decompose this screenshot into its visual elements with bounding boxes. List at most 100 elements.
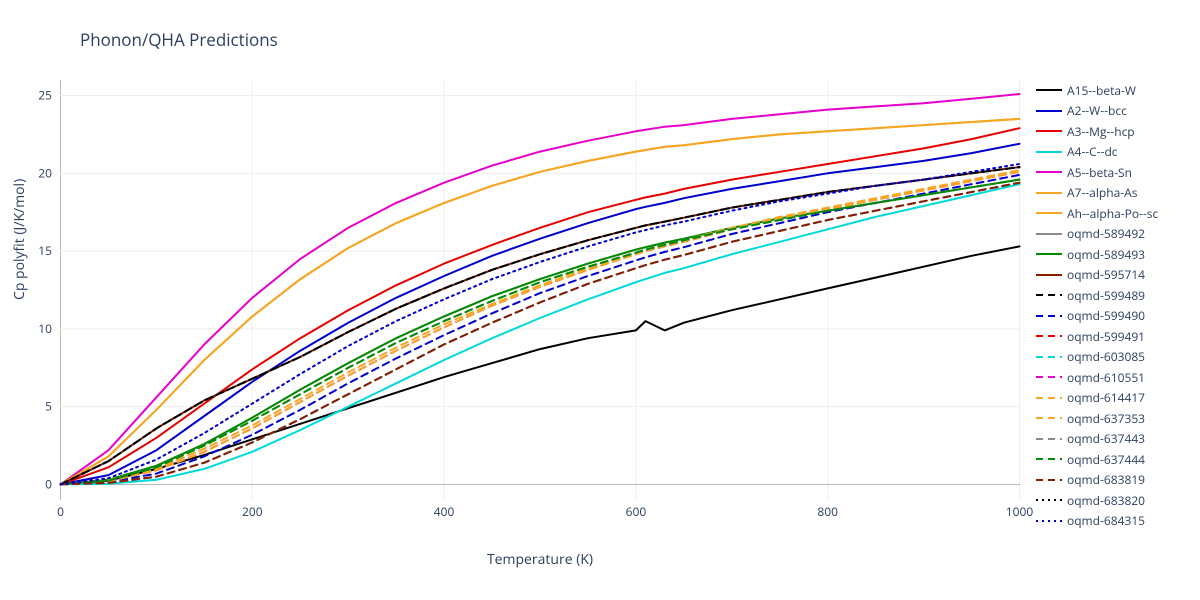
- plot-area[interactable]: 020040060080010000510152025: [60, 80, 1020, 520]
- legend-item[interactable]: oqmd-683820: [1035, 490, 1195, 511]
- series-line[interactable]: [61, 94, 1020, 484]
- x-axis-label: Temperature (K): [60, 550, 1020, 569]
- legend-item[interactable]: oqmd-637443: [1035, 429, 1195, 450]
- legend-swatch: [1035, 493, 1063, 507]
- legend-label: oqmd-637443: [1067, 430, 1145, 447]
- legend-label: A5--beta-Sn: [1067, 164, 1132, 181]
- legend-label: oqmd-599490: [1067, 307, 1145, 324]
- series-line[interactable]: [61, 184, 1020, 484]
- legend-swatch: [1035, 288, 1063, 302]
- legend-swatch: [1035, 247, 1063, 261]
- legend-swatch: [1035, 473, 1063, 487]
- x-tick-label: 200: [242, 503, 263, 520]
- chart-container: Phonon/QHA Predictions Cp polyfit (J/K/m…: [0, 0, 1200, 600]
- legend-label: A15--beta-W: [1067, 82, 1136, 99]
- legend-label: oqmd-595714: [1067, 266, 1145, 283]
- legend-swatch: [1035, 452, 1063, 466]
- y-tick-label: 20: [38, 164, 52, 181]
- legend-swatch: [1035, 350, 1063, 364]
- legend-item[interactable]: oqmd-637444: [1035, 449, 1195, 470]
- legend-label: oqmd-589492: [1067, 225, 1145, 242]
- y-tick-label: 0: [45, 475, 52, 492]
- legend-item[interactable]: A2--W--bcc: [1035, 101, 1195, 122]
- legend-swatch: [1035, 391, 1063, 405]
- x-tick-label: 1000: [1006, 503, 1034, 520]
- legend-label: oqmd-683820: [1067, 492, 1145, 509]
- series-line[interactable]: [61, 167, 1020, 484]
- series-line[interactable]: [61, 180, 1020, 485]
- legend-swatch: [1035, 370, 1063, 384]
- legend-item[interactable]: oqmd-589493: [1035, 244, 1195, 265]
- series-line[interactable]: [61, 172, 1020, 485]
- legend-label: oqmd-637444: [1067, 451, 1145, 468]
- y-tick-label: 15: [38, 242, 52, 259]
- series-line[interactable]: [61, 180, 1020, 485]
- x-tick-label: 400: [434, 503, 455, 520]
- legend-item[interactable]: oqmd-599490: [1035, 306, 1195, 327]
- series-line[interactable]: [61, 172, 1020, 485]
- legend-swatch: [1035, 432, 1063, 446]
- legend-label: A3--Mg--hcp: [1067, 123, 1135, 140]
- legend-swatch: [1035, 124, 1063, 138]
- series-line[interactable]: [61, 167, 1020, 484]
- legend-label: oqmd-599489: [1067, 287, 1145, 304]
- legend-swatch: [1035, 329, 1063, 343]
- legend-label: A7--alpha-As: [1067, 184, 1137, 201]
- legend-swatch: [1035, 268, 1063, 282]
- legend-label: A4--C--dc: [1067, 143, 1118, 160]
- legend-swatch: [1035, 514, 1063, 528]
- legend-label: oqmd-684315: [1067, 512, 1145, 529]
- legend-item[interactable]: oqmd-684315: [1035, 511, 1195, 532]
- legend-swatch: [1035, 165, 1063, 179]
- legend-item[interactable]: oqmd-637353: [1035, 408, 1195, 429]
- legend-label: Ah--alpha-Po--sc: [1067, 205, 1158, 222]
- legend-swatch: [1035, 83, 1063, 97]
- legend-item[interactable]: oqmd-603085: [1035, 347, 1195, 368]
- legend-item[interactable]: A7--alpha-As: [1035, 183, 1195, 204]
- x-tick-label: 0: [57, 503, 64, 520]
- y-tick-label: 25: [38, 87, 52, 104]
- legend-item[interactable]: oqmd-610551: [1035, 367, 1195, 388]
- legend-swatch: [1035, 186, 1063, 200]
- y-tick-label: 10: [38, 320, 52, 337]
- legend-item[interactable]: oqmd-683819: [1035, 470, 1195, 491]
- legend-swatch: [1035, 206, 1063, 220]
- legend-item[interactable]: A15--beta-W: [1035, 80, 1195, 101]
- legend-item[interactable]: oqmd-599489: [1035, 285, 1195, 306]
- legend-item[interactable]: oqmd-599491: [1035, 326, 1195, 347]
- legend-label: oqmd-614417: [1067, 389, 1145, 406]
- legend-item[interactable]: oqmd-614417: [1035, 388, 1195, 409]
- x-tick-label: 600: [626, 503, 647, 520]
- legend-swatch: [1035, 104, 1063, 118]
- series-line[interactable]: [61, 175, 1020, 485]
- legend-swatch: [1035, 411, 1063, 425]
- legend-item[interactable]: A5--beta-Sn: [1035, 162, 1195, 183]
- legend-label: oqmd-603085: [1067, 348, 1145, 365]
- legend-label: oqmd-589493: [1067, 246, 1145, 263]
- legend-label: A2--W--bcc: [1067, 102, 1127, 119]
- gridlines: [60, 80, 1020, 500]
- legend-swatch: [1035, 145, 1063, 159]
- series-line[interactable]: [61, 180, 1020, 485]
- legend-label: oqmd-599491: [1067, 328, 1145, 345]
- legend-label: oqmd-637353: [1067, 410, 1145, 427]
- series-line[interactable]: [61, 167, 1020, 484]
- legend-item[interactable]: A3--Mg--hcp: [1035, 121, 1195, 142]
- legend[interactable]: A15--beta-W A2--W--bcc A3--Mg--hcp A4--C--d…: [1035, 80, 1195, 531]
- y-tick-label: 5: [45, 398, 52, 415]
- legend-label: oqmd-610551: [1067, 369, 1145, 386]
- legend-item[interactable]: oqmd-589492: [1035, 224, 1195, 245]
- legend-swatch: [1035, 227, 1063, 241]
- series-line[interactable]: [61, 144, 1020, 485]
- y-axis-label: Cp polyfit (J/K/mol): [10, 179, 29, 300]
- series-line[interactable]: [61, 180, 1020, 485]
- x-tick-label: 800: [817, 503, 838, 520]
- legend-item[interactable]: Ah--alpha-Po--sc: [1035, 203, 1195, 224]
- series-line[interactable]: [61, 164, 1020, 484]
- chart-title: Phonon/QHA Predictions: [80, 28, 278, 51]
- legend-label: oqmd-683819: [1067, 471, 1145, 488]
- legend-item[interactable]: oqmd-595714: [1035, 265, 1195, 286]
- series-line[interactable]: [61, 128, 1020, 484]
- legend-item[interactable]: A4--C--dc: [1035, 142, 1195, 163]
- legend-swatch: [1035, 309, 1063, 323]
